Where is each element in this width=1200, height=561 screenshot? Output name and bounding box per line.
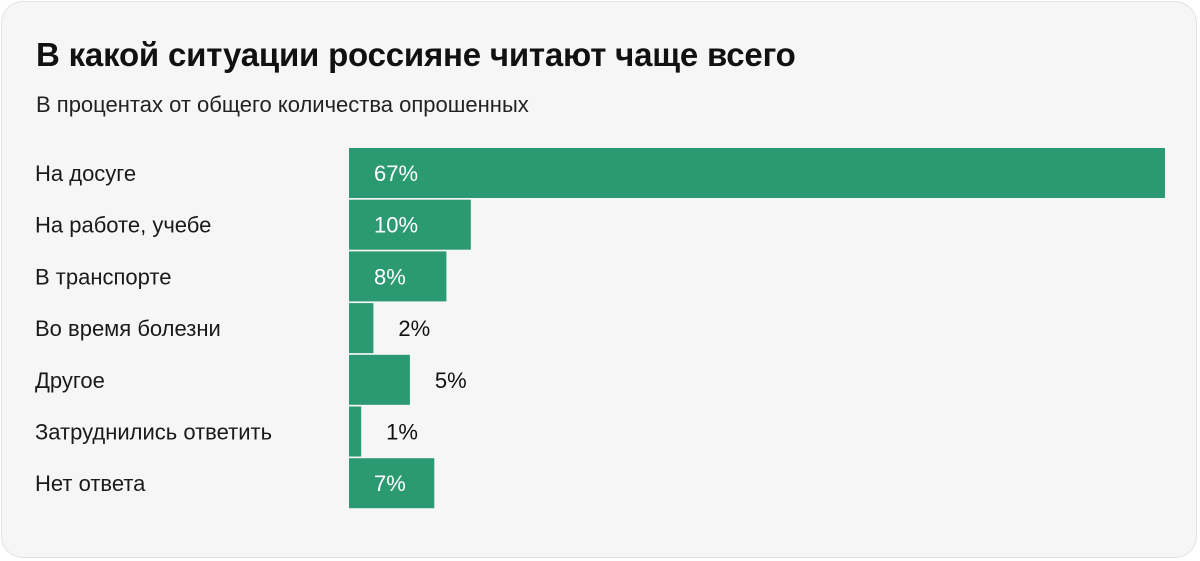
bar — [349, 354, 410, 405]
category-label: На работе, учебе — [35, 213, 211, 238]
bar — [349, 199, 471, 250]
chart-subtitle: В процентах от общего количества опрошен… — [36, 92, 529, 117]
category-label: На досуге — [35, 161, 136, 186]
value-label: 7% — [374, 471, 406, 496]
category-label: В транспорте — [35, 264, 171, 289]
bar — [349, 303, 374, 354]
value-label: 8% — [374, 264, 406, 289]
bar — [349, 406, 362, 457]
value-label: 1% — [386, 420, 418, 445]
category-label: Затруднились ответить — [35, 420, 272, 445]
category-label: Во время болезни — [35, 316, 221, 341]
value-label: 10% — [374, 213, 418, 238]
value-label: 67% — [374, 161, 418, 186]
value-label: 2% — [398, 316, 430, 341]
bar — [349, 251, 447, 302]
chart-title: В какой ситуации россияне читают чаще вс… — [36, 36, 796, 73]
bar — [349, 148, 1165, 198]
bar — [349, 458, 435, 509]
value-label: 5% — [435, 368, 467, 393]
category-label: Нет ответа — [35, 471, 146, 496]
category-label: Другое — [35, 368, 105, 393]
